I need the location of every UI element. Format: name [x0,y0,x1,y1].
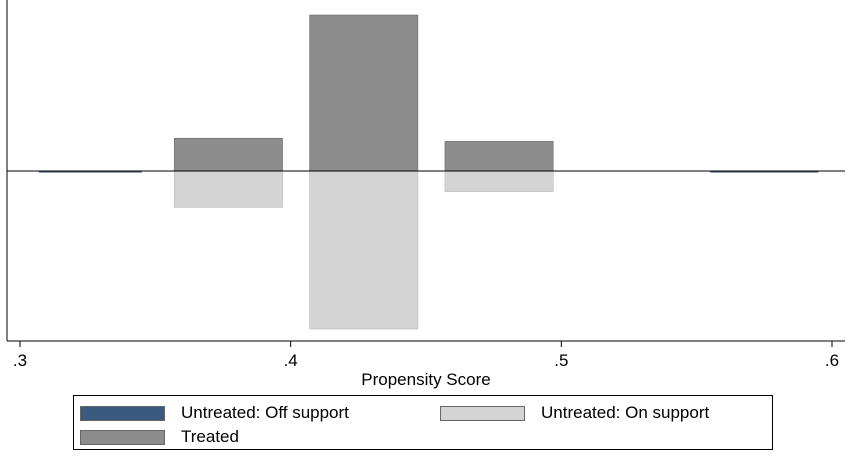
bar-untreated-on-support-2 [444,170,554,192]
x-axis-label: Propensity Score [361,370,490,389]
legend-label-untreated-off-support: Untreated: Off support [181,403,349,422]
legend-label-treated: Treated [181,427,239,446]
x-tick-label-3: .6 [825,351,839,370]
x-tick-label-0: .3 [13,351,27,370]
bar-untreated-on-support-0 [173,170,283,208]
legend-label-untreated-on-support: Untreated: On support [541,403,710,422]
bar-untreated-on-support-1 [309,170,419,330]
bar-treated-2 [444,141,554,172]
legend-swatch-untreated-off-support [80,405,165,421]
legend-item-untreated-on-support: Untreated: On support [440,403,709,423]
x-tick-label-1: .4 [284,351,298,370]
legend-swatch-untreated-on-support [440,405,525,421]
bars-group [38,14,819,330]
x-tick-label-2: .5 [554,351,568,370]
legend: Untreated: Off support Untreated: On sup… [73,395,773,450]
x-ticks-group: .3 .4 .5 .6 [13,341,839,370]
legend-swatch-treated [80,429,165,445]
bar-treated-0 [173,137,283,172]
legend-item-untreated-off-support: Untreated: Off support [80,403,349,423]
bar-treated-1 [309,14,419,172]
legend-item-treated: Treated [80,427,239,447]
